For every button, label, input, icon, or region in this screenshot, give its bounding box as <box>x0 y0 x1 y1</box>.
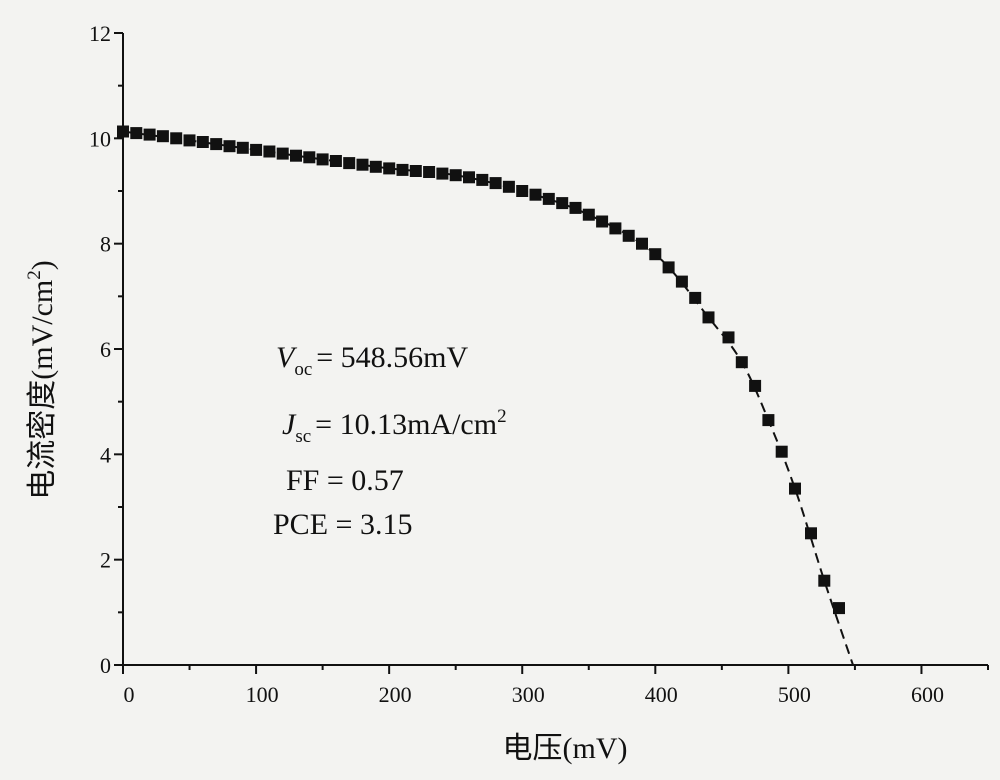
data-point <box>636 237 648 250</box>
data-point <box>735 356 748 369</box>
data-point <box>383 162 396 175</box>
x-tick-label: 200 <box>379 682 412 707</box>
annotation-block: Voc = 548.56mV Jsc = 10.13mA/cm2 FF = 0.57… <box>273 341 507 541</box>
data-point <box>423 166 436 178</box>
data-point <box>649 248 662 261</box>
voc-value: = 548.56mV <box>316 341 468 374</box>
data-point <box>170 132 183 145</box>
y-tick-label: 6 <box>100 337 111 362</box>
jsc-superscript: 2 <box>497 406 507 427</box>
data-point <box>156 130 169 143</box>
data-point <box>449 169 462 182</box>
y-tick-label: 12 <box>89 21 111 46</box>
data-point <box>582 208 595 221</box>
data-points-layer <box>117 125 845 615</box>
data-point <box>396 163 409 176</box>
x-tick-label: 0 <box>124 682 135 707</box>
data-point <box>436 167 449 180</box>
voc-symbol: V <box>276 341 298 374</box>
data-point <box>689 291 702 304</box>
jsc-symbol: J <box>282 408 297 441</box>
data-point <box>183 134 196 147</box>
x-tick-label: 100 <box>246 682 279 707</box>
data-point <box>675 275 688 288</box>
data-point <box>210 138 223 151</box>
fit-curve-layer <box>122 130 854 666</box>
data-point <box>290 149 302 162</box>
pce-annotation: PCE = 3.15 <box>273 508 412 541</box>
voc-subscript: oc <box>294 359 312 380</box>
y-tick-label: 0 <box>100 653 111 678</box>
data-point <box>489 177 502 190</box>
data-point <box>316 153 329 166</box>
data-point <box>236 141 249 154</box>
data-point <box>596 215 609 228</box>
y-tick-label: 4 <box>100 442 111 467</box>
data-point <box>569 201 582 214</box>
data-point <box>762 414 775 427</box>
data-point <box>609 222 622 235</box>
data-point <box>529 188 542 201</box>
x-tick-label: 300 <box>512 682 545 707</box>
y-axis-label-end: ) <box>26 260 59 270</box>
data-point <box>263 145 276 158</box>
data-point <box>789 482 801 495</box>
data-point <box>502 180 515 193</box>
data-point <box>303 151 316 164</box>
voc-annotation: Voc = 548.56mV <box>276 341 469 380</box>
y-tick-label: 10 <box>89 126 111 151</box>
data-point <box>622 229 635 242</box>
data-point <box>476 173 489 186</box>
x-axis-label: 电压(mV) <box>503 732 628 765</box>
data-point <box>196 136 209 148</box>
data-point <box>130 127 143 140</box>
data-point <box>833 602 845 615</box>
jsc-annotation: Jsc = 10.13mA/cm2 <box>282 406 507 447</box>
data-point <box>749 379 762 392</box>
data-point <box>722 331 735 344</box>
data-point <box>542 192 555 205</box>
x-tick-label: 400 <box>645 682 678 707</box>
data-point <box>223 140 236 153</box>
data-point <box>702 311 715 324</box>
y-axis-label-superscript: 2 <box>24 270 45 280</box>
data-point <box>250 143 263 156</box>
data-point <box>662 261 675 274</box>
y-axis-label: 电流密度(mV/cm2) <box>24 260 59 499</box>
data-point <box>463 171 475 184</box>
data-point <box>409 165 422 177</box>
data-point <box>516 185 529 197</box>
data-point <box>556 197 569 210</box>
data-point <box>143 128 156 141</box>
data-point <box>775 445 788 458</box>
data-point <box>356 158 369 171</box>
y-tick-label: 2 <box>100 548 111 573</box>
data-point <box>818 574 831 587</box>
data-point <box>276 147 289 160</box>
y-axis-label-main: 电流密度(mV/cm <box>26 280 59 500</box>
data-point <box>805 527 817 540</box>
data-point <box>343 157 356 170</box>
x-tick-label: 600 <box>911 682 944 707</box>
data-point <box>369 160 382 173</box>
fit-curve <box>122 130 854 666</box>
ff-annotation: FF = 0.57 <box>286 464 404 497</box>
jsc-value: = 10.13mA/cm <box>315 408 497 441</box>
axes-layer: 0 100 200 300 400 500 600 0 2 4 6 8 10 12 <box>89 21 989 707</box>
jsc-subscript: sc <box>295 426 311 447</box>
x-tick-label: 500 <box>778 682 811 707</box>
y-tick-label: 8 <box>100 232 111 257</box>
data-point <box>329 155 342 167</box>
